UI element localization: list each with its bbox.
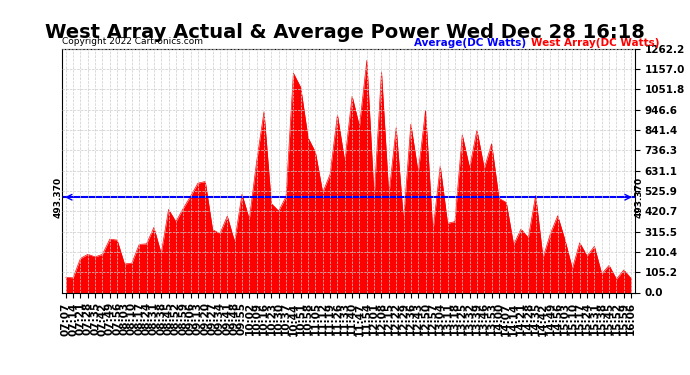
Text: West Array Actual & Average Power Wed Dec 28 16:18: West Array Actual & Average Power Wed De… <box>45 22 645 42</box>
Text: West Array(DC Watts): West Array(DC Watts) <box>531 38 660 48</box>
Text: Copyright 2022 Cartronics.com: Copyright 2022 Cartronics.com <box>62 38 203 46</box>
Text: Average(DC Watts): Average(DC Watts) <box>414 38 526 48</box>
Text: 493.370: 493.370 <box>53 177 62 218</box>
Text: 493.370: 493.370 <box>635 177 644 218</box>
